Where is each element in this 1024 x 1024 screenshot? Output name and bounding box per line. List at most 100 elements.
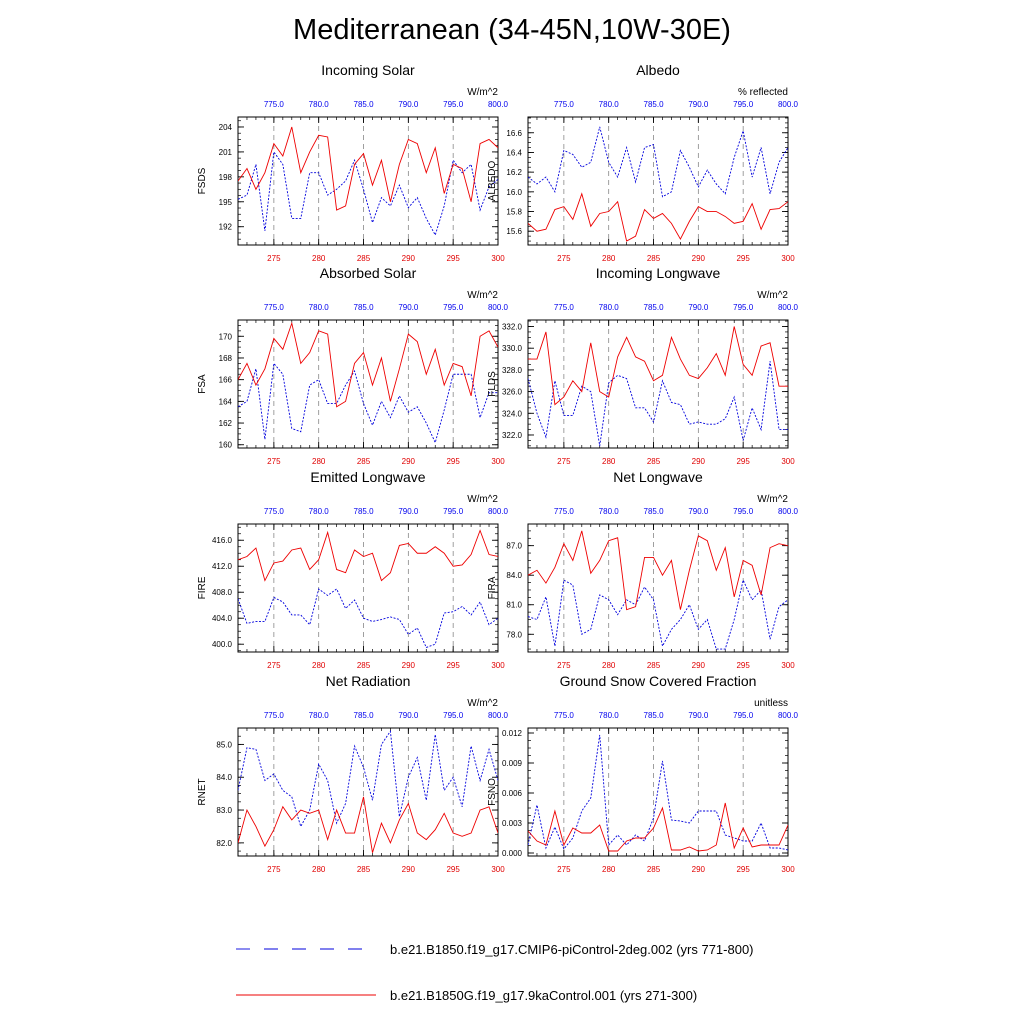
x-tick-label-bottom: 285: [647, 457, 661, 466]
plot-frame: [237, 319, 499, 449]
x-tick-label-bottom: 275: [557, 254, 571, 263]
y-tick-label: 404.0: [212, 614, 233, 623]
x-tick-label-bottom: 295: [446, 865, 460, 874]
y-tick-label: 322.0: [502, 431, 523, 440]
y-tick-label: 326.0: [502, 388, 523, 397]
y-axis-label: FSDS: [197, 167, 208, 194]
x-tick-label-top: 785.0: [644, 303, 665, 312]
plot-frame: [237, 523, 499, 653]
y-tick-label: 330.0: [502, 344, 523, 353]
x-tick-label-bottom: 275: [267, 865, 281, 874]
legend-label: b.e21.B1850.f19_g17.CMIP6-piControl-2deg…: [390, 942, 754, 957]
series-line-9kaControl: [238, 529, 498, 582]
panel-5: Emitted Longwave W/m^2 FIRE 275 775.0 280 780.…: [197, 469, 509, 670]
x-tick-label-top: 780.0: [309, 507, 330, 516]
panel-2: Albedo % reflected ALBEDO 275 775.0 280 780.0 2…: [487, 62, 799, 263]
plot-frame: [527, 116, 789, 246]
y-tick-label: 198: [219, 173, 233, 182]
y-tick-label: 328.0: [502, 366, 523, 375]
panel-title: Net Radiation: [326, 673, 411, 689]
y-tick-label: 83.0: [216, 806, 232, 815]
x-tick-label-top: 800.0: [488, 303, 509, 312]
x-tick-label-bottom: 295: [736, 254, 750, 263]
x-tick-label-bottom: 295: [736, 457, 750, 466]
panel-title: Emitted Longwave: [310, 469, 425, 485]
x-tick-label-top: 795.0: [443, 507, 464, 516]
y-tick-label: 0.006: [502, 789, 523, 798]
y-tick-label: 192: [219, 223, 233, 232]
plot-frame: [527, 319, 789, 449]
x-tick-label-top: 790.0: [688, 507, 709, 516]
x-tick-label-bottom: 275: [267, 661, 281, 670]
x-tick-label-top: 775.0: [554, 507, 575, 516]
panel-units: unitless: [754, 698, 788, 709]
legend-entry: b.e21.B1850.f19_g17.CMIP6-piControl-2deg…: [236, 942, 754, 957]
y-tick-label: 16.2: [506, 168, 522, 177]
x-tick-label-top: 795.0: [733, 711, 754, 720]
y-tick-label: 204: [219, 123, 233, 132]
x-tick-label-bottom: 295: [446, 254, 460, 263]
x-tick-label-bottom: 275: [557, 865, 571, 874]
x-tick-label-bottom: 290: [402, 457, 416, 466]
x-tick-label-top: 790.0: [688, 303, 709, 312]
legend-label: b.e21.B1850G.f19_g17.9kaControl.001 (yrs…: [390, 988, 697, 1003]
x-tick-label-bottom: 290: [692, 661, 706, 670]
y-tick-label: 87.0: [506, 542, 522, 551]
x-tick-label-top: 800.0: [488, 100, 509, 109]
x-tick-label-bottom: 280: [312, 865, 326, 874]
plot-frame: [237, 727, 499, 857]
y-tick-label: 168: [219, 354, 233, 363]
x-tick-label-bottom: 285: [357, 457, 371, 466]
x-tick-label-bottom: 295: [446, 457, 460, 466]
x-tick-label-bottom: 280: [312, 661, 326, 670]
x-tick-label-bottom: 300: [491, 865, 505, 874]
x-tick-label-top: 775.0: [264, 100, 285, 109]
y-tick-label: 412.0: [212, 562, 233, 571]
x-tick-label-top: 795.0: [443, 303, 464, 312]
x-tick-label-bottom: 300: [781, 254, 795, 263]
x-tick-label-bottom: 300: [491, 661, 505, 670]
panel-title: Incoming Longwave: [596, 265, 721, 281]
x-tick-label-top: 800.0: [778, 711, 799, 720]
x-tick-label-bottom: 295: [446, 661, 460, 670]
x-tick-label-top: 785.0: [354, 507, 375, 516]
panel-title: Absorbed Solar: [320, 265, 417, 281]
x-tick-label-bottom: 285: [647, 254, 661, 263]
x-tick-label-top: 775.0: [554, 711, 575, 720]
x-tick-label-top: 790.0: [688, 100, 709, 109]
y-tick-label: 160: [219, 441, 233, 450]
x-tick-label-top: 780.0: [309, 100, 330, 109]
y-tick-label: 16.6: [506, 129, 522, 138]
x-tick-label-top: 780.0: [599, 100, 620, 109]
series-line-9kaControl: [528, 192, 788, 242]
x-tick-label-top: 800.0: [778, 507, 799, 516]
y-tick-label: 166: [219, 376, 233, 385]
x-tick-label-bottom: 280: [602, 254, 616, 263]
x-tick-label-bottom: 275: [557, 457, 571, 466]
x-tick-label-bottom: 285: [647, 661, 661, 670]
x-tick-label-bottom: 290: [692, 254, 706, 263]
panel-title: Ground Snow Covered Fraction: [560, 673, 757, 689]
x-tick-label-bottom: 280: [312, 254, 326, 263]
x-tick-label-top: 790.0: [398, 100, 419, 109]
panel-title: Net Longwave: [613, 469, 703, 485]
y-tick-label: 16.4: [506, 148, 522, 157]
x-tick-label-bottom: 290: [402, 661, 416, 670]
x-tick-label-bottom: 285: [647, 865, 661, 874]
x-tick-label-top: 780.0: [599, 303, 620, 312]
panel-6: Net Longwave W/m^2 FIRA 275 775.0 280 780.0 285…: [487, 469, 799, 670]
page-title: Mediterranean (34-45N,10W-30E): [293, 14, 731, 46]
plot-frame: [527, 523, 789, 653]
y-tick-label: 162: [219, 419, 233, 428]
x-tick-label-bottom: 280: [312, 457, 326, 466]
y-tick-label: 81.0: [506, 601, 522, 610]
x-tick-label-top: 785.0: [354, 303, 375, 312]
x-tick-label-bottom: 275: [267, 457, 281, 466]
y-tick-label: 16.0: [506, 188, 522, 197]
x-tick-label-bottom: 285: [357, 865, 371, 874]
plot-frame: [527, 727, 789, 857]
panel-units: W/m^2: [757, 290, 788, 301]
y-tick-label: 332.0: [502, 323, 523, 332]
x-tick-label-top: 785.0: [354, 711, 375, 720]
panel-3: Absorbed Solar W/m^2 FSA 275 775.0 280 780.0 28…: [197, 265, 509, 466]
